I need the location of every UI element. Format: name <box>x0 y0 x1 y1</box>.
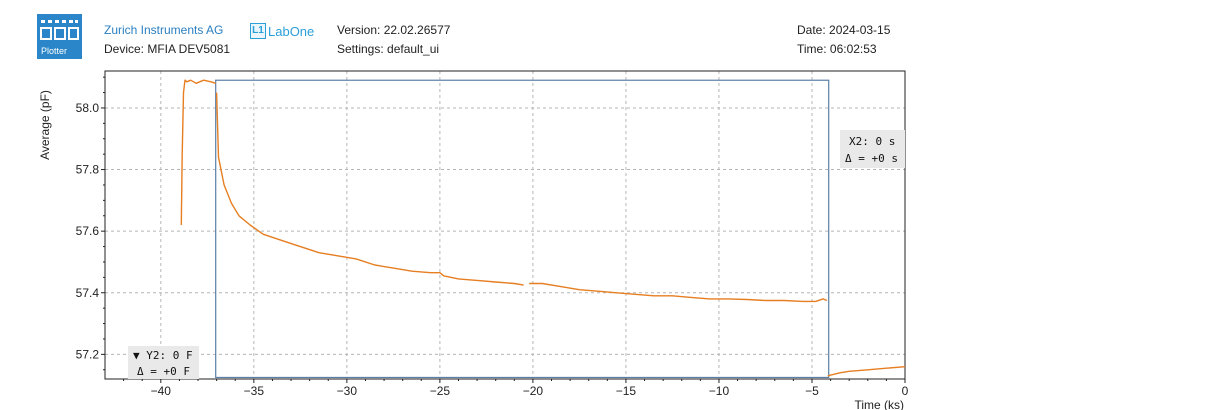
plotter-logo-label: Plotter <box>41 46 67 56</box>
cursor-box[interactable] <box>215 79 830 379</box>
y-tick-label: 57.2 <box>76 347 100 361</box>
y-tick-label: 58.0 <box>76 101 100 115</box>
trace-segment <box>827 366 906 377</box>
trace-segment <box>215 92 524 286</box>
trace-segment <box>180 79 216 226</box>
x-tick-label: 0 <box>902 384 909 398</box>
y-tick-label: 57.8 <box>76 163 100 177</box>
time-label: Time: 06:02:53 <box>797 42 877 56</box>
grid-lines <box>105 71 905 379</box>
x-tick-label: −25 <box>430 384 451 398</box>
x-cursor-label-box[interactable] <box>840 130 905 168</box>
version-label: Version: 22.02.26577 <box>337 23 451 37</box>
labone-brand-name: LabOne <box>268 23 315 39</box>
y-cursor-value: ▼ Y2: 0 F <box>133 349 193 362</box>
trace-segment <box>529 282 828 303</box>
labone-badge-icon: L1 <box>250 23 266 39</box>
y-cursor-delta: Δ = +0 F <box>137 365 190 378</box>
x-tick-label: −15 <box>616 384 637 398</box>
axis-ticks: −40 −35 −30 −25 −20 −15 −10 −5 0 57.2 57.4 57.6 57.8… <box>76 76 909 398</box>
x-tick-label: −20 <box>523 384 544 398</box>
trace-group <box>180 79 906 377</box>
y-tick-label: 57.6 <box>76 224 100 238</box>
x-tick-label: −10 <box>709 384 730 398</box>
x-tick-label: −30 <box>337 384 358 398</box>
x-cursor-value: X2: 0 s <box>849 135 895 148</box>
labone-badge: L1 LabOne <box>250 22 314 40</box>
plotter-logo: Plotter <box>37 14 82 59</box>
x-tick-label: −5 <box>805 384 819 398</box>
plot-frame <box>104 70 906 380</box>
x-tick-label: −35 <box>244 384 265 398</box>
cursor-rectangle[interactable] <box>215 79 830 379</box>
cursor-labels: X2: 0 s Δ = +0 s ▼ Y2: 0 F Δ = +0 F <box>128 130 905 379</box>
x-axis-label: Time (ks) <box>854 398 904 410</box>
x-tick-label: −40 <box>151 384 172 398</box>
x-cursor-delta: Δ = +0 s <box>845 152 898 165</box>
device-label: Device: MFIA DEV5081 <box>104 42 231 56</box>
y-axis-label: Average (pF) <box>38 90 52 160</box>
y-tick-label: 57.4 <box>76 286 100 300</box>
settings-label: Settings: default_ui <box>337 42 440 56</box>
company-name: Zurich Instruments AG <box>104 23 224 37</box>
date-label: Date: 2024-03-15 <box>797 23 891 37</box>
y-cursor-label-box[interactable] <box>128 346 199 379</box>
